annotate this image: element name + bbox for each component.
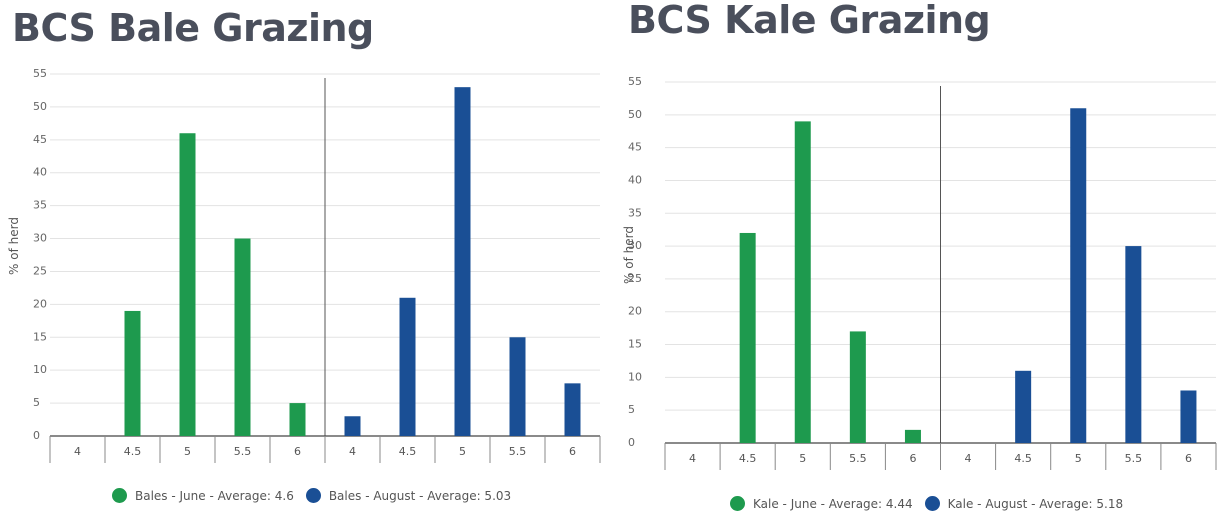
y-tick-label: 45 [33, 133, 47, 146]
y-tick-label: 0 [628, 436, 635, 449]
x-tick-label: 4 [689, 452, 696, 465]
bar [739, 232, 756, 443]
x-tick-label: 4.5 [1014, 452, 1032, 465]
x-tick-label: 6 [569, 445, 576, 458]
x-tick-label: 5.5 [509, 445, 527, 458]
bar [124, 310, 141, 436]
y-tick-label: 55 [33, 67, 47, 80]
y-tick-label: 15 [33, 330, 47, 343]
y-tick-label: 5 [33, 396, 40, 409]
bar [399, 297, 416, 436]
y-tick-label: 15 [628, 338, 642, 351]
x-tick-label: 6 [909, 452, 916, 465]
bar [794, 121, 811, 443]
y-tick-label: 10 [33, 363, 47, 376]
kale-grazing-chart-panel: BCS Kale Grazing 0 5 10 15 20 25 30 35 40 45 50 55%… [611, 0, 1222, 523]
x-tick-label: 4 [965, 452, 972, 465]
y-tick-label: 35 [33, 199, 47, 212]
y-tick-label: 20 [33, 297, 47, 310]
bar [1180, 390, 1197, 443]
x-tick-label: 6 [1185, 452, 1192, 465]
legend-swatch-june [730, 496, 745, 511]
y-tick-label: 0 [33, 429, 40, 442]
y-tick-label: 40 [628, 173, 642, 186]
y-tick-label: 30 [33, 232, 47, 245]
x-tick-label: 4 [74, 445, 81, 458]
legend-label-june: Kale - June - Average: 4.44 [753, 496, 913, 511]
x-tick-label: 5 [799, 452, 806, 465]
x-tick-label: 4.5 [124, 445, 142, 458]
bar [179, 133, 196, 436]
y-tick-label: 10 [628, 370, 642, 383]
y-tick-label: 40 [33, 166, 47, 179]
bar [849, 331, 866, 443]
x-tick-label: 5 [184, 445, 191, 458]
bar [1070, 108, 1087, 443]
legend-item-june[interactable]: Kale - June - Average: 4.44 [730, 496, 913, 511]
bar [1015, 370, 1032, 443]
bar [564, 383, 581, 436]
chart-title: BCS Kale Grazing [628, 0, 991, 42]
x-tick-label: 5.5 [849, 452, 867, 465]
legend-label-august: Kale - August - Average: 5.18 [947, 496, 1124, 511]
legend-item-june[interactable]: Bales - June - Average: 4.6 [112, 488, 294, 503]
y-tick-label: 45 [628, 141, 642, 154]
bar [289, 403, 306, 436]
bar [234, 238, 251, 436]
legend-label-august: Bales - August - Average: 5.03 [328, 488, 512, 503]
x-tick-label: 6 [294, 445, 301, 458]
y-tick-label: 35 [628, 206, 642, 219]
legend-label-june: Bales - June - Average: 4.6 [135, 488, 294, 503]
bar [454, 87, 471, 436]
bale-grazing-chart-panel: BCS Bale Grazing 0 5 10 15 20 25 30 35 40 45 50 55%… [7, 6, 601, 503]
legend-item-august[interactable]: Kale - August - Average: 5.18 [924, 496, 1124, 511]
legend-item-august[interactable]: Bales - August - Average: 5.03 [305, 488, 512, 503]
y-tick-label: 20 [628, 305, 642, 318]
legend-swatch-august [305, 488, 321, 503]
x-tick-label: 5 [459, 445, 466, 458]
x-tick-label: 5.5 [234, 445, 252, 458]
chart-legend: Bales - June - Average: 4.6 Bales - Augu… [112, 488, 523, 503]
legend-swatch-june [112, 488, 127, 503]
y-tick-label: 50 [33, 100, 47, 113]
bar [344, 416, 361, 436]
y-tick-label: 30 [628, 239, 642, 252]
y-tick-label: 25 [33, 264, 47, 277]
bar [904, 429, 921, 443]
bar [509, 337, 526, 436]
y-tick-label: 25 [628, 272, 642, 285]
y-tick-label: 55 [628, 75, 642, 88]
bar [1125, 246, 1142, 443]
x-tick-label: 5 [1075, 452, 1082, 465]
x-tick-label: 5.5 [1125, 452, 1143, 465]
x-tick-label: 4.5 [399, 445, 417, 458]
x-tick-label: 4.5 [739, 452, 757, 465]
chart-legend: Kale - June - Average: 4.44 Kale - Augus… [730, 496, 1135, 511]
legend-swatch-august [924, 496, 940, 511]
y-tick-label: 5 [628, 403, 635, 416]
y-axis-label: % of herd [622, 226, 636, 284]
y-tick-label: 50 [628, 108, 642, 121]
chart-title: BCS Bale Grazing [12, 6, 374, 50]
y-axis-label: % of herd [7, 217, 21, 275]
x-tick-label: 4 [349, 445, 356, 458]
